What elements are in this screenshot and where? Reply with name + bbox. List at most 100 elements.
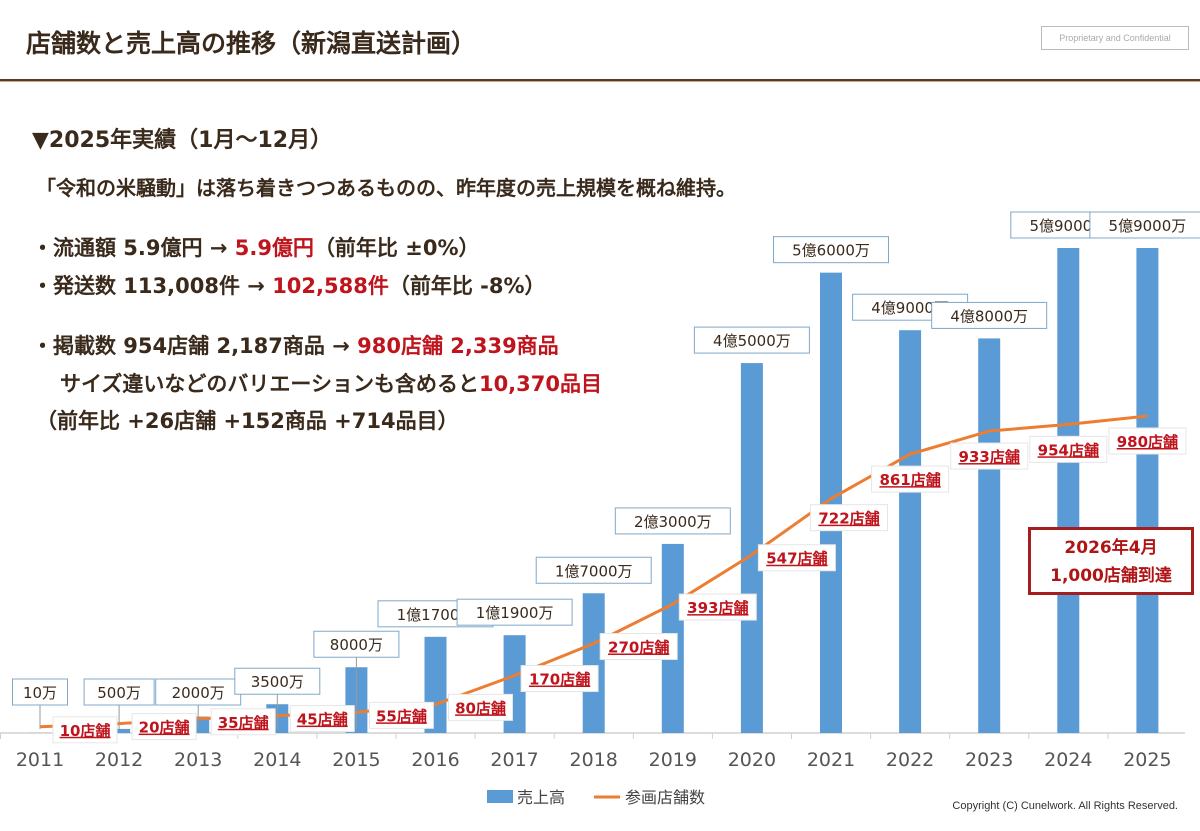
line-label-box [950, 442, 1029, 470]
bar-label-box [1089, 211, 1200, 239]
bar-label-box [693, 326, 810, 354]
callout-date: 2026年4月 [1064, 538, 1158, 558]
bar-2023 [978, 338, 1001, 733]
x-tick-label: 2016 [411, 749, 459, 771]
bar-2024 [1057, 248, 1080, 733]
legend-bar-swatch [487, 790, 513, 803]
line-label: 861店舗 [879, 471, 940, 489]
bar-label-box [773, 236, 889, 264]
bar-label: 500万 [97, 684, 141, 702]
bullet-text: （前年比 -8%） [388, 274, 546, 298]
bullet-text: ・掲載数 954店舗 2,187商品 → [32, 334, 358, 358]
bar-label: 2億3000万 [634, 513, 712, 531]
x-tick-label: 2014 [253, 749, 301, 771]
line-label: 10店舗 [60, 722, 111, 740]
bar-2020 [740, 363, 763, 733]
bullet-yoy: （前年比 +26店舗 +152商品 +714品目） [36, 409, 459, 433]
bar-label-box [313, 630, 400, 658]
line-label-box [810, 504, 888, 532]
line-label: 722店舗 [818, 510, 879, 528]
bullet-text: サイズ違いなどのバリエーションも含めると [60, 372, 479, 396]
x-tick-label: 2020 [728, 749, 776, 771]
legend-bar-label: 売上高 [517, 788, 565, 807]
line-label: 80店舗 [455, 699, 506, 717]
bar-label-box [456, 598, 573, 626]
line-label: 45店舗 [297, 711, 348, 729]
bar-2025 [1136, 248, 1159, 733]
line-label: 933店舗 [959, 448, 1020, 466]
line-label: 270店舗 [608, 638, 669, 656]
bar-label: 10万 [23, 684, 57, 702]
x-tick-label: 2012 [95, 749, 143, 771]
x-tick-label: 2019 [649, 749, 697, 771]
legend-line-label: 参画店舗数 [625, 788, 705, 807]
callout-text: 1,000店舗到達 [1050, 566, 1172, 586]
bar-label-box [155, 678, 242, 706]
bar-label-box [931, 301, 1048, 329]
x-tick-label: 2024 [1044, 749, 1092, 771]
bullet-text: （前年比 ±0%） [313, 236, 480, 260]
bullet-highlight: 102,588件 [272, 274, 389, 298]
x-tick-label: 2011 [16, 749, 64, 771]
x-tick-label: 2023 [965, 749, 1013, 771]
line-label-box [678, 593, 757, 621]
bar-label-box [83, 678, 155, 706]
bar-label: 1億1900万 [476, 604, 554, 622]
line-label: 980店舗 [1117, 433, 1178, 451]
bar-label-box [234, 667, 321, 695]
x-tick-label: 2013 [174, 749, 222, 771]
confidential-badge: Proprietary and Confidential [1041, 26, 1189, 50]
bullet-shipments: ・発送数 113,008件 → 102,588件（前年比 -8%） [32, 270, 546, 300]
bullet-text: ・発送数 113,008件 → [32, 274, 273, 298]
bar-label: 5億9000万 [1109, 217, 1187, 235]
summary-lead: 「令和の米騒動」は落ち着きつつあるものの、昨年度の売上規模を概ね維持。 [36, 176, 736, 200]
bar-label: 2000万 [172, 684, 225, 702]
bar-2021 [820, 272, 842, 733]
bar-label: 4億5000万 [713, 332, 791, 350]
line-label: 35店舗 [218, 714, 269, 732]
bar-2012 [108, 728, 131, 733]
copyright: Copyright (C) Cunelwork. All Rights Rese… [952, 800, 1178, 812]
x-tick-label: 2021 [807, 749, 855, 771]
line-label-box [210, 708, 276, 736]
bullet-variations: サイズ違いなどのバリエーションも含めると10,370品目 [60, 368, 602, 398]
bar-label: 5億9000万 [1029, 217, 1107, 235]
line-label-box [1108, 427, 1187, 455]
page-title: 店舗数と売上高の推移（新潟直送計画） [26, 29, 477, 58]
milestone-callout: 2026年4月 1,000店舗到達 [1028, 527, 1194, 595]
bullet-highlight: 10,370品目 [478, 372, 602, 396]
bullet-highlight: 980店舗 2,339商品 [357, 334, 559, 358]
bar-label-box [614, 507, 731, 535]
line-label-box [599, 632, 678, 660]
line-label-box [448, 693, 513, 721]
bar-2022 [899, 330, 922, 733]
line-label-box [289, 705, 355, 733]
bar-label: 1億7000万 [555, 562, 633, 580]
x-tick-label: 2017 [490, 749, 538, 771]
bullet-gmv: ・流通額 5.9億円 → 5.9億円（前年比 ±0%） [32, 232, 480, 262]
bar-label: 8000万 [330, 636, 383, 654]
x-tick-label: 2018 [570, 749, 618, 771]
line-label-box [871, 465, 950, 493]
bar-label: 1億1700万 [397, 606, 475, 624]
line-label: 954店舗 [1038, 441, 1099, 459]
line-label: 393店舗 [687, 599, 748, 617]
line-label: 170店舗 [529, 671, 590, 689]
line-label: 20店舗 [139, 719, 190, 737]
line-label: 55店舗 [376, 707, 427, 725]
line-label-box [368, 701, 434, 729]
x-tick-label: 2025 [1123, 749, 1171, 771]
line-label-box [131, 713, 197, 741]
line-label-box [1029, 435, 1108, 463]
bar-2018 [582, 593, 605, 733]
bar-label-box [535, 556, 652, 584]
bar-label: 4億9000万 [871, 299, 949, 317]
bullet-text: ・流通額 5.9億円 → [32, 236, 235, 260]
bar-label: 3500万 [251, 673, 304, 691]
bar-label-box [12, 678, 68, 706]
bar-label: 4億8000万 [950, 307, 1028, 325]
bar-label: 5億6000万 [792, 242, 870, 260]
bullet-highlight: 5.9億円 [234, 236, 314, 260]
line-label-box [757, 544, 836, 572]
